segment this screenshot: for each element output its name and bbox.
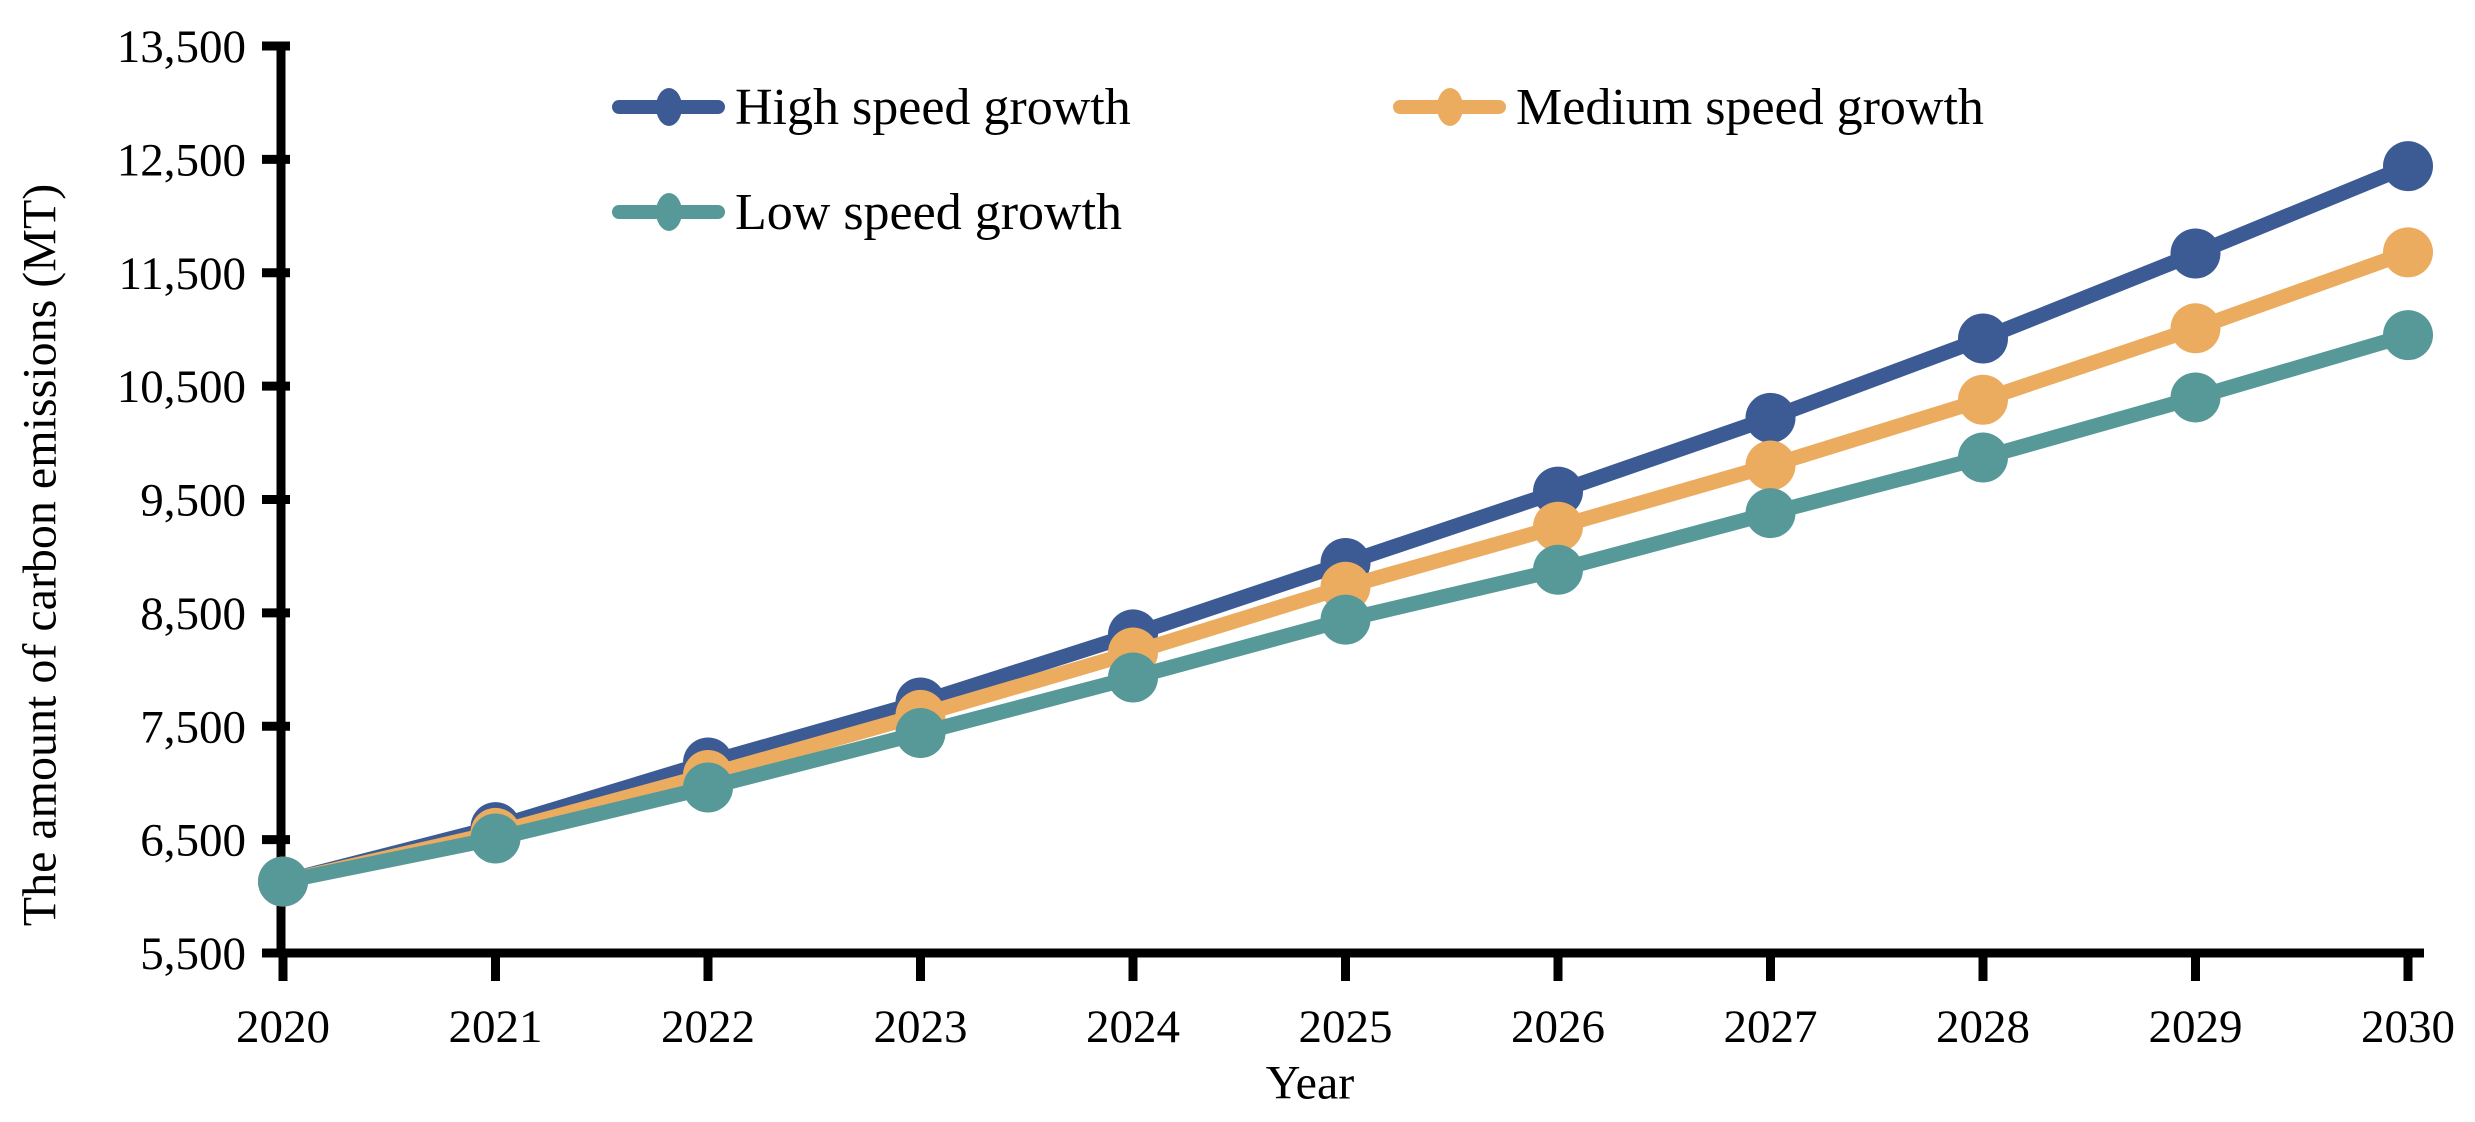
y-tick-label: 10,500 xyxy=(117,361,246,413)
y-tick-label: 9,500 xyxy=(140,475,246,527)
x-tick-label: 2025 xyxy=(1299,1001,1393,1053)
legend-label-medium-speed-growth: Medium speed growth xyxy=(1516,78,1984,136)
x-tick-label: 2021 xyxy=(449,1001,543,1053)
x-tick-label: 2022 xyxy=(661,1001,755,1053)
data-point-marker xyxy=(2383,141,2433,192)
x-tick-label: 2020 xyxy=(236,1001,330,1053)
x-tick-label: 2024 xyxy=(1086,1001,1180,1053)
data-point-marker xyxy=(1533,466,1583,517)
y-tick-label: 8,500 xyxy=(140,588,246,640)
legend-dot-icon xyxy=(655,88,682,126)
x-tick-label: 2028 xyxy=(1936,1001,2030,1053)
y-axis-title: The amount of carbon emissions (MT) xyxy=(13,183,67,927)
legend-dot-icon xyxy=(1436,88,1463,126)
legend-marker-high-speed-growth xyxy=(612,88,725,126)
data-point-marker xyxy=(1958,374,2008,425)
data-point-marker xyxy=(1533,501,1583,552)
data-point-marker xyxy=(2383,310,2433,361)
data-point-marker xyxy=(683,762,733,813)
data-point-marker xyxy=(470,813,521,864)
data-point-marker xyxy=(2383,227,2433,278)
data-point-marker xyxy=(1320,594,1371,645)
data-point-marker xyxy=(1958,432,2008,483)
data-point-marker xyxy=(2170,372,2221,423)
data-point-marker xyxy=(895,708,946,759)
data-point-marker xyxy=(1958,313,2008,364)
legend-item-medium-speed-growth: Medium speed growth xyxy=(1393,76,1984,138)
x-tick-label: 2026 xyxy=(1511,1001,1605,1053)
legend-label-high-speed-growth: High speed growth xyxy=(735,78,1131,136)
x-tick-label: 2023 xyxy=(874,1001,968,1053)
x-axis-title: Year xyxy=(1265,1056,1355,1110)
data-point-marker xyxy=(1745,488,1796,539)
data-point-marker xyxy=(2170,228,2221,279)
legend-item-low-speed-growth: Low speed growth xyxy=(612,181,1122,243)
data-point-marker xyxy=(2170,303,2221,354)
x-tick-label: 2027 xyxy=(1724,1001,1818,1053)
data-point-marker xyxy=(1533,544,1583,595)
y-tick-label: 5,500 xyxy=(140,928,246,980)
data-point-marker xyxy=(1745,440,1796,491)
data-point-marker xyxy=(1745,392,1796,443)
legend-label-low-speed-growth: Low speed growth xyxy=(735,183,1123,241)
y-tick-label: 12,500 xyxy=(117,134,246,186)
y-tick-label: 13,500 xyxy=(117,21,246,73)
series-line xyxy=(275,158,2416,890)
y-tick-label: 7,500 xyxy=(140,701,246,753)
x-tick-label: 2029 xyxy=(2149,1001,2243,1053)
data-point-marker xyxy=(1108,652,1158,703)
y-tick-label: 11,500 xyxy=(118,248,246,300)
data-point-marker xyxy=(258,856,308,907)
legend-marker-medium-speed-growth xyxy=(1393,88,1506,126)
legend-item-high-speed-growth: High speed growth xyxy=(612,76,1131,138)
y-tick-label: 6,500 xyxy=(140,815,246,867)
legend-dot-icon xyxy=(655,193,682,231)
legend-marker-low-speed-growth xyxy=(612,193,725,231)
x-tick-label: 2030 xyxy=(2361,1001,2455,1053)
